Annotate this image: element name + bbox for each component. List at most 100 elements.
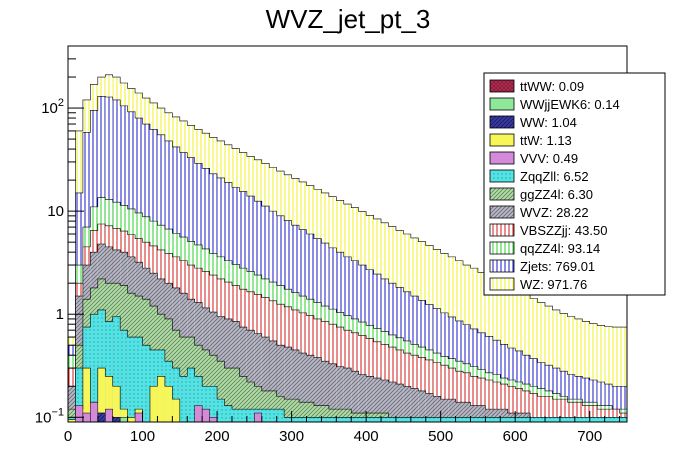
bar-zqqzll-bin-53 <box>463 417 471 422</box>
bar-ttw-bin-11 <box>149 386 158 422</box>
bar-wvz-bin-31 <box>299 353 307 422</box>
bar-zqqzll-bin-22 <box>231 409 240 422</box>
legend-swatch <box>489 205 515 219</box>
bar-zqqzll-bin-29 <box>284 417 292 422</box>
x-tick-label: 300 <box>279 428 304 445</box>
legend-entry-wz: WZ: 971.76 <box>489 277 587 292</box>
legend-swatch <box>489 169 515 183</box>
bar-ggzz4l-bin-22 <box>231 368 240 422</box>
bar-ttw-bin-6 <box>112 386 121 422</box>
bar-zjets-bin-70 <box>589 379 598 422</box>
bar-zqqzll-bin-48 <box>425 417 434 422</box>
bar-wvz-bin-54 <box>470 405 478 422</box>
bar-wz-bin-73 <box>612 327 620 422</box>
legend-swatch <box>489 97 515 111</box>
bar-ggzz4l-bin-35 <box>328 409 337 422</box>
bar-ggzz4l-bin-29 <box>284 399 292 422</box>
legend-swatch <box>489 277 515 291</box>
x-tick-label: 500 <box>428 428 453 445</box>
bar-ggzz4l-bin-20 <box>217 361 225 422</box>
legend-entry-qqzz4l: qqZZ4l: 93.14 <box>489 241 600 256</box>
bar-ggzz4l-bin-0 <box>68 409 76 422</box>
bar-wz-bin-65 <box>552 309 560 422</box>
outline-zjets <box>67 96 627 422</box>
bar-zqqzll-bin-8 <box>127 337 136 422</box>
bar-zqqzll-bin-69 <box>582 417 590 422</box>
bar-wvz-bin-0 <box>68 386 76 422</box>
legend-swatch <box>489 79 515 93</box>
y-tick-label: 102 <box>41 97 64 117</box>
legend-label: WZ: 971.76 <box>520 277 587 292</box>
bar-ggzz4l-bin-24 <box>246 381 255 422</box>
bar-wvz-bin-47 <box>418 390 426 422</box>
bar-ggzz4l-bin-33 <box>313 405 322 422</box>
bar-wvz-bin-52 <box>455 402 464 422</box>
bar-vbszzjj-bin-67 <box>567 402 575 422</box>
bar-wz-bin-66 <box>559 313 568 422</box>
bar-zjets-bin-73 <box>612 386 620 422</box>
bar-vbszzjj-bin-55 <box>477 378 486 422</box>
bar-zqqzll-bin-74 <box>619 417 627 422</box>
bar-zqqzll-bin-72 <box>604 417 613 422</box>
bar-wvz-bin-25 <box>254 333 262 422</box>
bar-zqqzll-bin-10 <box>142 345 150 422</box>
bar-zqqzll-bin-23 <box>239 409 247 422</box>
legend-swatch <box>489 241 515 255</box>
overlay-wwjjewk6 <box>119 417 128 423</box>
bar-wvz-bin-24 <box>246 330 255 422</box>
chart-title: WVZ_jet_pt_3 <box>266 4 431 34</box>
bar-zqqzll-bin-7 <box>120 330 128 422</box>
bar-wvz-bin-34 <box>321 361 329 422</box>
bar-vvv-bin-5 <box>105 408 113 423</box>
x-tick-label: 400 <box>354 428 379 445</box>
bar-wvz-bin-39 <box>358 374 367 422</box>
bar-ttw-bin-5 <box>105 376 113 422</box>
legend-label: WWjjEWK6: 0.14 <box>520 97 620 112</box>
x-tick-label: 600 <box>503 428 528 445</box>
bar-wvz-bin-41 <box>373 378 382 422</box>
bar-zqqzll-bin-9 <box>135 337 143 422</box>
legend-entry-ttww: ttWW: 0.09 <box>489 79 584 94</box>
bar-zqqzll-bin-1 <box>75 368 83 422</box>
bar-zqqzll-bin-39 <box>358 417 367 422</box>
bar-ttw-bin-7 <box>120 409 128 422</box>
bar-wwjjewk6-bin-7 <box>119 417 128 423</box>
bar-vbszzjj-bin-64 <box>545 396 553 422</box>
bar-zqqzll-bin-43 <box>388 417 396 422</box>
bar-zqqzll-bin-68 <box>574 417 583 422</box>
bar-vbszzjj-bin-53 <box>463 372 471 422</box>
bar-zqqzll-bin-15 <box>179 376 188 422</box>
bar-zqqzll-bin-60 <box>515 417 523 422</box>
bar-ttw-bin-14 <box>172 399 180 422</box>
bar-zqqzll-bin-31 <box>299 417 307 422</box>
bar-ttw-bin-13 <box>164 386 173 422</box>
bar-vvv-bin-25 <box>254 412 263 423</box>
legend-label: Zjets: 769.01 <box>520 259 595 274</box>
bar-zqqzll-bin-30 <box>291 417 300 422</box>
bar-zqqzll-bin-56 <box>485 417 493 422</box>
bar-zqqzll-bin-64 <box>545 417 553 422</box>
legend-label: VVV: 0.49 <box>520 151 578 166</box>
bar-ttw-bin-12 <box>157 376 165 422</box>
bar-vbszzjj-bin-57 <box>492 381 501 422</box>
bar-vbszzjj-bin-71 <box>597 409 605 422</box>
bar-zqqzll-bin-66 <box>559 417 568 422</box>
bar-ggzz4l-bin-21 <box>224 368 232 422</box>
legend-entry-wvz: WVZ: 28.22 <box>489 205 589 220</box>
legend-entry-ttw: ttW: 1.13 <box>489 133 572 148</box>
bar-zqqzll-bin-47 <box>418 417 426 422</box>
bar-zqqzll-bin-55 <box>477 417 486 422</box>
bar-vbszzjj-bin-70 <box>589 405 598 422</box>
legend-entry-zjets: Zjets: 769.01 <box>489 259 595 274</box>
legend-entry-zqqzll: ZqqZll: 6.52 <box>489 169 589 184</box>
bar-vvv-bin-2 <box>82 412 91 423</box>
bar-zqqzll-bin-38 <box>351 417 359 422</box>
bar-zqqzll-bin-28 <box>276 409 285 422</box>
outline-zqqzll <box>67 309 627 422</box>
bar-wz-bin-72 <box>604 326 613 422</box>
bar-zqqzll-bin-18 <box>202 386 210 422</box>
bar-zqqzll-bin-58 <box>500 417 508 422</box>
bar-wvz-bin-46 <box>410 388 419 422</box>
bar-ggzz4l-bin-25 <box>254 386 262 422</box>
bar-zqqzll-bin-57 <box>492 417 501 422</box>
